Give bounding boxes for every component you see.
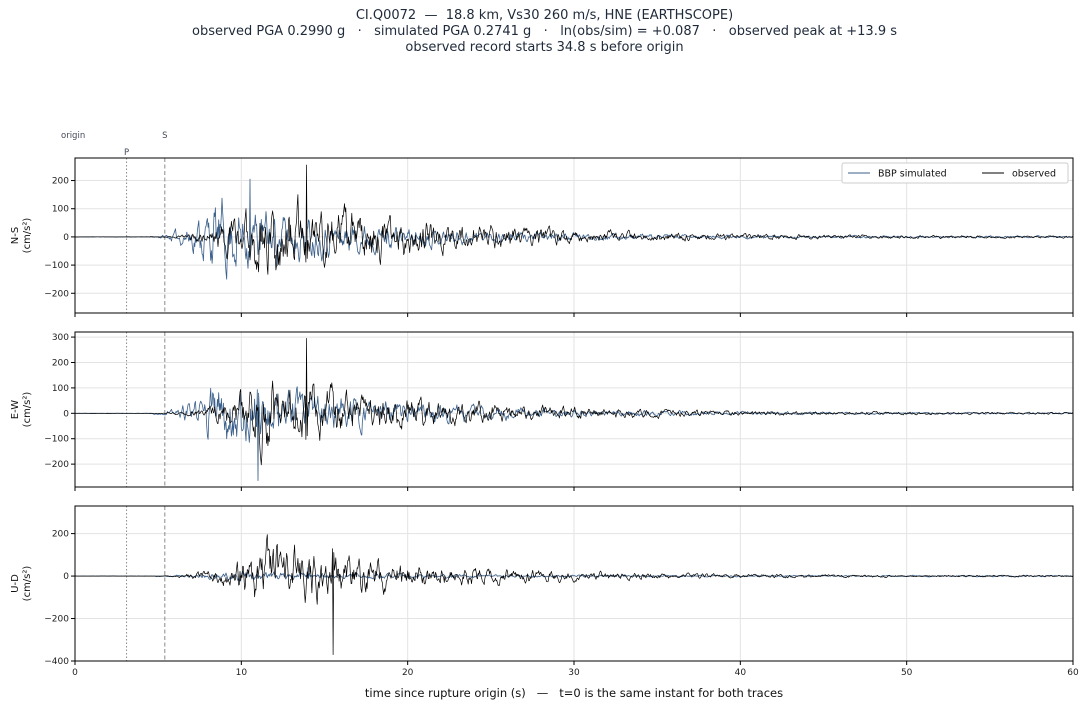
- panel-u-d: −400 −200 0 200 0 10 20 30 40 50 60 U-D (cm/s²): [10, 505, 1079, 678]
- observed-trace: [75, 164, 1073, 275]
- y-axis-label-component: U-D: [10, 574, 21, 593]
- legend-label-simulated: BBP simulated: [878, 169, 947, 180]
- p-phase-label: P: [124, 148, 129, 158]
- s-phase-label: S: [162, 131, 167, 141]
- y-tick-label: 0: [63, 572, 69, 582]
- y-tick-label: 100: [52, 384, 69, 394]
- traces: [75, 338, 1073, 481]
- y-tick-label: −100: [44, 435, 69, 445]
- observed-trace: [75, 534, 1073, 655]
- y-tick-label: 300: [52, 333, 69, 343]
- traces: [75, 534, 1073, 655]
- y-tick-label: 200: [52, 358, 69, 368]
- x-tick-label: 30: [568, 668, 580, 678]
- x-tick-label: 10: [236, 668, 248, 678]
- y-tick-label: 0: [63, 409, 69, 419]
- y-tick-label: −200: [44, 460, 69, 470]
- y-tick-label: −200: [44, 615, 69, 625]
- observed-trace: [75, 338, 1073, 466]
- traces: [75, 164, 1073, 280]
- x-tick-label: 0: [72, 668, 78, 678]
- chart-title: CI.Q0072 — 18.8 km, Vs30 260 m/s, HNE (E…: [0, 8, 1089, 56]
- y-tick-label: 100: [52, 205, 69, 215]
- origin-label: origin: [61, 131, 85, 141]
- legend-label-observed: observed: [1012, 169, 1056, 180]
- x-axis-label: time since rupture origin (s) — t=0 is t…: [364, 686, 784, 700]
- x-tick-label: 60: [1067, 668, 1079, 678]
- y-tick-label: −200: [44, 289, 69, 299]
- y-axis-label-unit: (cm/s²): [22, 218, 33, 254]
- y-tick-label: −100: [44, 261, 69, 271]
- y-tick-label: 200: [52, 177, 69, 187]
- title-line-station: CI.Q0072 — 18.8 km, Vs30 260 m/s, HNE (E…: [355, 8, 734, 23]
- y-axis-label-unit: (cm/s²): [22, 392, 33, 428]
- y-tick-label: 200: [52, 530, 69, 540]
- x-tick-label: 50: [901, 668, 913, 678]
- y-axis-label-component: N-S: [10, 227, 21, 244]
- y-axis-label-unit: (cm/s²): [22, 566, 33, 602]
- x-tick-label: 20: [402, 668, 414, 678]
- x-tick-label: 40: [735, 668, 747, 678]
- panel-e-w: −200 −100 0 100 200 300 E-W (cm/s²): [10, 331, 1074, 491]
- y-axis-label-component: E-W: [10, 400, 21, 420]
- title-line-record-start: observed record starts 34.8 s before ori…: [405, 40, 684, 55]
- y-tick-label: −400: [44, 657, 69, 667]
- title-line-pga: observed PGA 0.2990 g · simulated PGA 0.…: [191, 24, 898, 39]
- legend: BBP simulated observed: [841, 162, 1069, 184]
- legend-box: [841, 162, 1069, 184]
- y-tick-label: 0: [63, 233, 69, 243]
